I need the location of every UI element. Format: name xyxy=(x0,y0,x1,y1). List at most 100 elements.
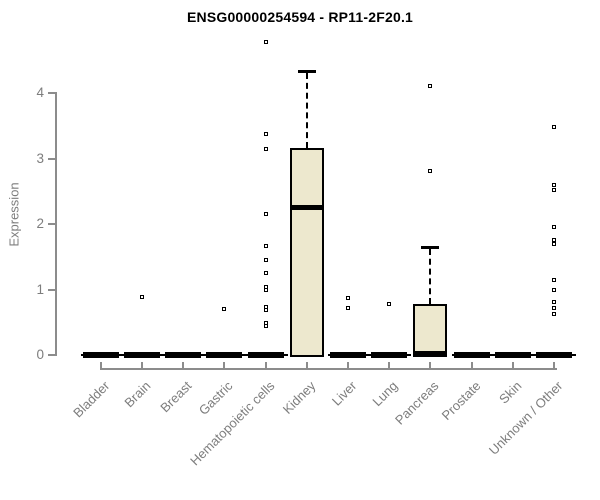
median-line xyxy=(415,351,446,357)
median-line xyxy=(291,205,322,211)
zero-bar-nub-left xyxy=(369,354,372,356)
zero-bar xyxy=(206,352,243,358)
zero-bar xyxy=(371,352,408,358)
zero-bar xyxy=(247,352,284,358)
category-label: Bladder xyxy=(69,378,113,421)
x-tick xyxy=(552,361,555,370)
zero-bar-nub-right xyxy=(407,354,412,356)
x-tick xyxy=(346,361,349,370)
outlier-point xyxy=(263,323,268,328)
outlier-point xyxy=(387,301,392,306)
category-label: Kidney xyxy=(279,378,319,417)
zero-bar-nub-right xyxy=(159,354,164,356)
zero-bar-nub-left xyxy=(121,354,124,356)
category-label: Brain xyxy=(121,378,154,411)
zero-bar-nub-left xyxy=(163,354,166,356)
outlier-point xyxy=(263,39,268,44)
zero-bar xyxy=(165,352,202,358)
zero-bar xyxy=(535,352,572,358)
zero-bar-nub-left xyxy=(492,354,495,356)
y-axis-line xyxy=(55,92,57,356)
zero-bar-nub-right xyxy=(571,354,576,356)
y-tick xyxy=(48,354,55,356)
zero-bar-nub-left xyxy=(204,354,207,356)
zero-bar-nub-right xyxy=(365,354,370,356)
x-tick xyxy=(388,361,391,370)
zero-bar-nub-right xyxy=(118,354,123,356)
outlier-point xyxy=(551,311,556,316)
outlier-point xyxy=(263,288,268,293)
y-tick xyxy=(48,157,55,160)
whisker-upper xyxy=(429,249,432,304)
outlier-point xyxy=(551,241,556,246)
outlier-point xyxy=(345,296,350,301)
y-tick xyxy=(48,92,55,95)
outlier-point xyxy=(551,225,556,230)
zero-bar-nub-left xyxy=(245,354,248,356)
x-tick xyxy=(99,361,102,370)
category-label: Liver xyxy=(328,378,360,409)
x-tick xyxy=(264,361,267,370)
outlier-point xyxy=(222,307,227,312)
x-tick xyxy=(182,361,185,370)
outlier-point xyxy=(551,288,556,293)
whisker-cap-upper xyxy=(297,70,316,74)
outlier-point xyxy=(551,124,556,129)
y-tick-label: 0 xyxy=(36,347,44,362)
outlier-point xyxy=(263,307,268,312)
y-tick-label: 2 xyxy=(36,216,44,232)
outlier-point xyxy=(263,146,268,151)
box-iqr xyxy=(289,148,324,357)
outlier-point xyxy=(263,212,268,217)
outlier-point xyxy=(428,169,433,174)
outlier-point xyxy=(551,182,556,187)
zero-bar xyxy=(329,352,366,358)
category-label: Lung xyxy=(369,378,401,410)
category-label: Unknown / Other xyxy=(485,378,566,458)
y-tick-label: 1 xyxy=(36,281,44,297)
outlier-point xyxy=(345,305,350,310)
x-axis-line xyxy=(99,368,557,370)
x-tick xyxy=(140,361,143,370)
zero-bar-nub-left xyxy=(451,354,454,356)
outlier-point xyxy=(428,84,433,89)
outlier-point xyxy=(263,243,268,248)
box-iqr xyxy=(413,303,448,357)
zero-bar-nub-right xyxy=(242,354,247,356)
y-tick xyxy=(48,288,55,291)
zero-bar xyxy=(453,352,490,358)
zero-bar-nub-right xyxy=(201,354,206,356)
y-tick-label: 4 xyxy=(36,85,44,101)
y-tick xyxy=(48,223,55,226)
x-tick xyxy=(305,361,308,370)
zero-bar xyxy=(82,352,119,358)
outlier-point xyxy=(139,294,144,299)
zero-bar-nub-right xyxy=(489,354,494,356)
chart-title: ENSG00000254594 - RP11-2F20.1 xyxy=(186,9,414,25)
outlier-point xyxy=(263,131,268,136)
outlier-point xyxy=(263,270,268,275)
zero-bar-nub-left xyxy=(327,354,330,356)
x-tick xyxy=(223,361,226,370)
zero-bar-nub-left xyxy=(80,354,83,356)
whisker-cap-upper xyxy=(421,246,440,250)
category-label: Skin xyxy=(495,378,525,407)
outlier-point xyxy=(551,188,556,193)
zero-bar xyxy=(494,352,531,358)
category-label: Prostate xyxy=(438,378,483,423)
outlier-point xyxy=(263,257,268,262)
zero-bar-nub-right xyxy=(530,354,535,356)
x-tick xyxy=(511,361,514,370)
category-label: Breast xyxy=(157,378,195,416)
outlier-point xyxy=(551,277,556,282)
whisker-upper xyxy=(305,73,308,149)
zero-bar xyxy=(123,352,160,358)
x-tick xyxy=(470,361,473,370)
outlier-point xyxy=(551,305,556,310)
outlier-point xyxy=(551,300,556,305)
zero-bar-nub-left xyxy=(533,354,536,356)
zero-bar-nub-right xyxy=(283,354,288,356)
outlier-point xyxy=(551,237,556,242)
